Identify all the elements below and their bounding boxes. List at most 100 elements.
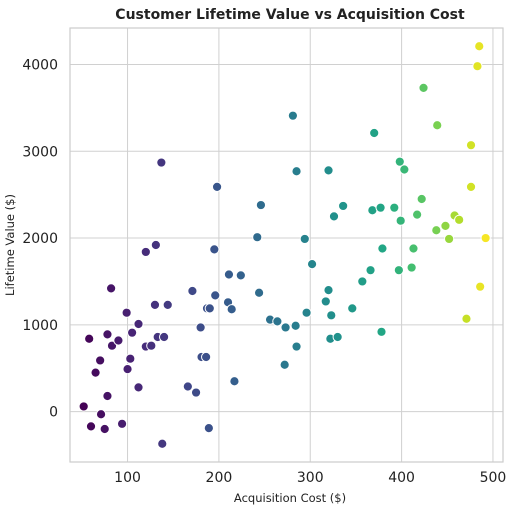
data-point <box>395 215 406 226</box>
data-point <box>291 166 302 177</box>
data-point <box>127 327 138 338</box>
data-point <box>418 82 429 93</box>
data-point <box>133 318 144 330</box>
data-point <box>116 418 128 429</box>
data-point <box>301 307 312 318</box>
data-point <box>95 409 107 420</box>
y-tick-label: 0 <box>49 405 58 421</box>
y-tick-label: 2000 <box>22 231 58 247</box>
y-tick-label: 3000 <box>22 144 58 160</box>
data-point <box>113 335 124 346</box>
data-point <box>444 233 455 245</box>
data-point <box>90 367 101 378</box>
data-point <box>394 156 405 167</box>
data-point <box>408 243 419 254</box>
data-point <box>102 390 113 402</box>
x-axis-label: Acquisition Cost ($) <box>234 491 346 505</box>
data-point <box>412 209 423 220</box>
data-point <box>328 211 340 222</box>
data-point <box>133 382 144 393</box>
data-point <box>223 269 235 280</box>
data-point <box>122 364 133 375</box>
data-point <box>156 157 167 168</box>
data-point <box>140 246 151 258</box>
data-point <box>365 265 376 276</box>
data-point <box>461 313 472 324</box>
data-point <box>226 304 237 315</box>
x-tick-label: 300 <box>297 470 324 486</box>
data-point <box>287 110 298 121</box>
data-point <box>272 316 283 327</box>
data-point <box>406 262 417 273</box>
data-point <box>203 423 214 434</box>
data-point <box>229 376 240 387</box>
data-point <box>195 322 206 333</box>
data-point <box>279 359 290 370</box>
data-point <box>376 326 387 337</box>
data-point <box>323 165 334 176</box>
x-tick-label: 200 <box>206 470 233 486</box>
data-point <box>125 353 136 364</box>
data-point <box>347 303 358 314</box>
data-point <box>375 202 386 213</box>
data-point <box>78 401 89 412</box>
data-point <box>291 341 302 352</box>
y-axis-label: Lifetime Value ($) <box>3 194 17 296</box>
data-point <box>480 232 491 244</box>
data-point <box>187 285 198 297</box>
data-point <box>320 296 331 307</box>
data-point <box>465 181 477 192</box>
data-point <box>84 333 95 344</box>
data-point <box>326 310 337 321</box>
data-point <box>377 243 388 254</box>
data-point <box>338 200 349 212</box>
tick-labels: 100 200 300 400 500 0 1000 2000 3000 4000 <box>22 57 506 486</box>
y-tick-label: 1000 <box>22 318 58 334</box>
data-point <box>299 233 310 245</box>
data-point <box>369 127 380 139</box>
data-point <box>150 239 161 251</box>
y-tick-label: 4000 <box>22 57 58 73</box>
data-point <box>255 199 267 211</box>
data-point <box>431 225 442 236</box>
data-point <box>475 281 486 292</box>
data-point <box>235 270 246 281</box>
data-point <box>454 214 465 225</box>
data-points <box>78 41 491 449</box>
data-point <box>432 120 443 131</box>
data-point <box>102 329 113 340</box>
data-point <box>252 232 263 243</box>
data-point <box>253 287 265 298</box>
data-point <box>306 258 318 270</box>
data-point <box>416 193 427 205</box>
data-point <box>211 181 223 192</box>
data-point <box>474 41 485 52</box>
data-point <box>209 244 220 255</box>
x-tick-label: 100 <box>114 470 141 486</box>
data-point <box>280 322 291 333</box>
data-point <box>121 307 132 318</box>
data-point <box>106 283 117 294</box>
data-point <box>389 202 400 213</box>
plot-frame <box>69 27 504 463</box>
x-tick-label: 500 <box>480 470 507 486</box>
data-point <box>399 164 410 175</box>
data-point <box>158 331 170 343</box>
data-point <box>182 381 193 392</box>
data-point <box>357 276 368 287</box>
data-point <box>99 423 110 435</box>
data-point <box>204 303 215 314</box>
data-point <box>465 140 477 151</box>
data-point <box>146 340 157 351</box>
data-point <box>149 299 161 310</box>
data-point <box>323 285 334 296</box>
data-point <box>332 331 343 343</box>
data-point <box>190 387 202 398</box>
data-point <box>440 220 451 232</box>
data-point <box>85 421 97 432</box>
data-point <box>290 320 301 331</box>
data-point <box>95 355 106 366</box>
data-point <box>201 351 212 363</box>
